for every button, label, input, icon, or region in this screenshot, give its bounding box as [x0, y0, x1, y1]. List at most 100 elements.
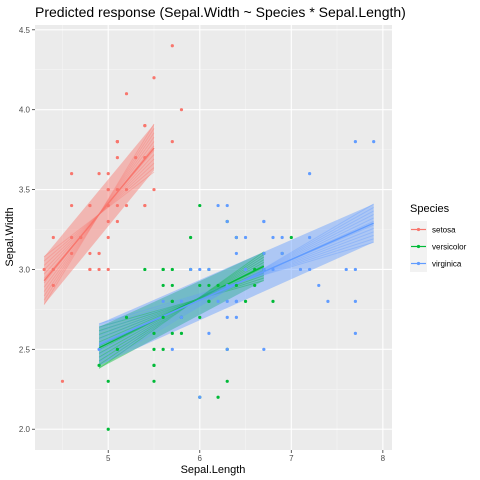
point-versicolor — [198, 283, 202, 288]
point-virginica — [280, 251, 284, 256]
y-tick-label: 2.5 — [19, 345, 31, 354]
point-versicolor — [161, 283, 165, 288]
y-axis: 2.0 2.5 3.0 3.5 4.0 4.5 — [19, 26, 35, 434]
point-virginica — [308, 235, 312, 240]
point-versicolor — [189, 235, 193, 240]
point-setosa — [152, 76, 156, 80]
x-tick-label: 7 — [289, 454, 294, 463]
point-versicolor — [106, 427, 110, 431]
point-virginica — [170, 347, 174, 351]
point-setosa — [115, 219, 119, 224]
point-versicolor — [207, 299, 211, 304]
legend-label-virginica: virginica — [432, 260, 462, 269]
point-virginica — [271, 235, 275, 240]
point-versicolor — [207, 283, 211, 288]
point-versicolor — [152, 331, 156, 335]
point-virginica — [225, 219, 229, 224]
point-setosa — [88, 203, 92, 208]
point-setosa — [124, 92, 129, 96]
legend-key-point-versicolor — [416, 244, 421, 249]
point-setosa — [115, 156, 119, 160]
x-tick-label: 6 — [198, 454, 203, 463]
fit-sample-versicolor — [98, 269, 265, 343]
y-tick-label: 4.5 — [19, 26, 31, 35]
point-setosa — [152, 187, 156, 192]
point-setosa — [51, 283, 55, 288]
legend-key-point-virginica — [416, 261, 421, 266]
point-versicolor — [216, 395, 220, 399]
point-virginica — [326, 299, 330, 304]
point-virginica — [317, 283, 321, 288]
point-setosa — [70, 251, 74, 256]
point-virginica — [243, 267, 248, 272]
fit-sample-versicolor — [98, 254, 265, 366]
point-setosa — [170, 140, 174, 144]
point-setosa — [124, 203, 129, 208]
point-versicolor — [170, 267, 174, 272]
point-virginica — [97, 347, 101, 351]
point-virginica — [234, 251, 238, 256]
point-setosa — [70, 171, 74, 176]
point-setosa — [106, 235, 110, 240]
point-setosa — [106, 219, 110, 224]
point-setosa — [88, 267, 92, 272]
x-axis: 5 6 7 8 — [106, 450, 386, 463]
point-virginica — [353, 299, 357, 304]
point-setosa — [97, 251, 101, 256]
point-virginica — [216, 203, 220, 208]
plot-panel — [35, 25, 392, 450]
legend-title: Species — [410, 203, 450, 215]
point-virginica — [280, 235, 284, 240]
point-virginica — [308, 267, 312, 272]
point-virginica — [298, 267, 303, 272]
point-virginica — [225, 203, 229, 208]
point-versicolor — [170, 283, 174, 288]
point-setosa — [106, 267, 110, 272]
point-virginica — [225, 347, 229, 351]
point-setosa — [134, 156, 138, 160]
point-setosa — [124, 187, 129, 192]
point-virginica — [353, 140, 357, 144]
point-versicolor — [225, 379, 229, 383]
point-setosa — [143, 156, 147, 160]
point-setosa — [106, 187, 110, 192]
point-setosa — [115, 203, 119, 208]
y-tick-label: 2.0 — [19, 425, 31, 434]
point-versicolor — [152, 363, 156, 367]
point-virginica — [262, 347, 266, 351]
legend-key-point-setosa — [416, 227, 421, 232]
point-setosa — [79, 235, 83, 240]
fit-sample-versicolor — [98, 256, 265, 362]
legend-label-setosa: setosa — [432, 226, 456, 235]
point-setosa — [143, 124, 147, 128]
point-versicolor — [124, 315, 129, 319]
point-versicolor — [179, 331, 184, 335]
point-versicolor — [152, 347, 156, 351]
point-virginica — [198, 395, 202, 399]
point-versicolor — [243, 299, 248, 304]
point-versicolor — [216, 283, 220, 288]
point-setosa — [42, 267, 46, 272]
point-virginica — [262, 219, 266, 224]
point-virginica — [179, 299, 184, 304]
point-virginica — [353, 331, 357, 335]
point-setosa — [97, 171, 101, 176]
band-versicolor — [99, 251, 264, 369]
legend-label-versicolor: versicolor — [432, 243, 467, 252]
fit-line-versicolor — [98, 265, 265, 349]
point-virginica — [262, 267, 266, 272]
y-tick-label: 4.0 — [19, 106, 31, 115]
data-points — [42, 44, 376, 431]
point-setosa — [179, 108, 184, 112]
point-versicolor — [161, 315, 165, 319]
chart-title: Predicted response (Sepal.Width ~ Specie… — [35, 4, 406, 20]
fit-lines — [43, 123, 374, 369]
point-setosa — [97, 267, 101, 272]
point-virginica — [225, 299, 229, 304]
point-versicolor — [234, 283, 238, 288]
point-setosa — [143, 203, 147, 208]
point-versicolor — [170, 331, 174, 335]
point-virginica — [198, 267, 202, 272]
fit-sample-versicolor — [98, 280, 264, 328]
